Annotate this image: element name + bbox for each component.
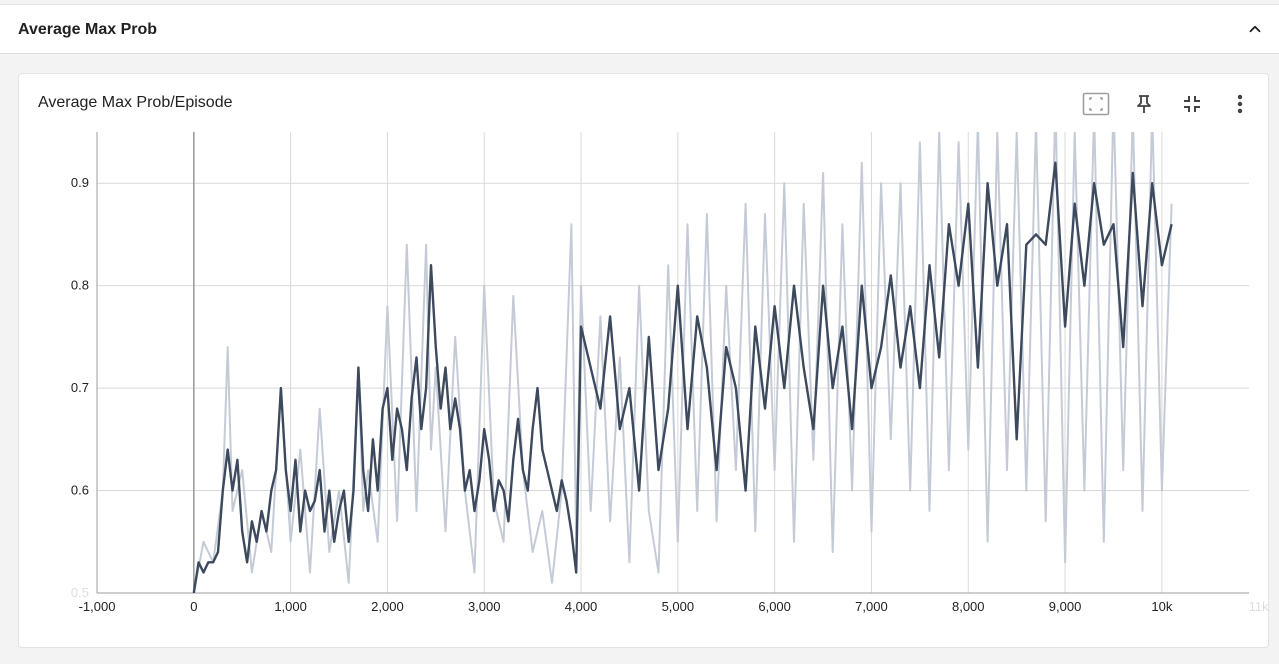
y-tick-label: 0.5: [71, 585, 89, 600]
x-tick-label: 0: [190, 599, 197, 614]
pin-icon: [1137, 95, 1151, 113]
x-tick-label: 7,000: [855, 599, 888, 614]
collapse-section-button[interactable]: [1243, 17, 1267, 41]
raw-series-line: [192, 132, 1173, 593]
collapse-fullscreen-button[interactable]: [1178, 90, 1206, 118]
chart[interactable]: 0.5 0.6 0.7 0.8 0.9 -1,000 0 1,000 2,000 3,000 4,0…: [19, 74, 1270, 649]
section-title: Average Max Prob: [18, 21, 158, 38]
x-tick-label: -1,000: [79, 599, 116, 614]
fit-domain-button[interactable]: [1082, 90, 1110, 118]
chart-card: 0.5 0.6 0.7 0.8 0.9 -1,000 0 1,000 2,000 3,000 4,0…: [18, 73, 1269, 648]
y-tick-label: 0.8: [71, 278, 89, 293]
collapse-fullscreen-icon: [1184, 96, 1200, 112]
x-tick-label: 10k: [1151, 599, 1172, 614]
y-tick-label: 0.9: [71, 175, 89, 190]
fit-to-data-icon: [1082, 92, 1110, 116]
section-header: Average Max Prob: [0, 4, 1279, 54]
x-tick-label: 2,000: [371, 599, 404, 614]
chart-toolbar: [1062, 90, 1254, 118]
chart-title: Average Max Prob/Episode: [38, 94, 233, 111]
y-tick-label: 0.7: [71, 380, 89, 395]
x-tick-label: 5,000: [662, 599, 695, 614]
x-tick-label: 6,000: [758, 599, 791, 614]
x-tick-label: 9,000: [1049, 599, 1082, 614]
chevron-up-icon: [1249, 25, 1261, 33]
x-tick-label: 8,000: [952, 599, 985, 614]
x-tick-label: 1,000: [274, 599, 307, 614]
more-options-button[interactable]: [1226, 90, 1254, 118]
x-tick-label: 11k: [1249, 599, 1269, 614]
pin-button[interactable]: [1130, 90, 1158, 118]
more-vert-icon: [1237, 94, 1243, 114]
x-tick-label: 4,000: [565, 599, 598, 614]
x-tick-label: 3,000: [468, 599, 501, 614]
smoothed-series-line: [192, 161, 1173, 593]
y-tick-label: 0.6: [71, 483, 89, 498]
